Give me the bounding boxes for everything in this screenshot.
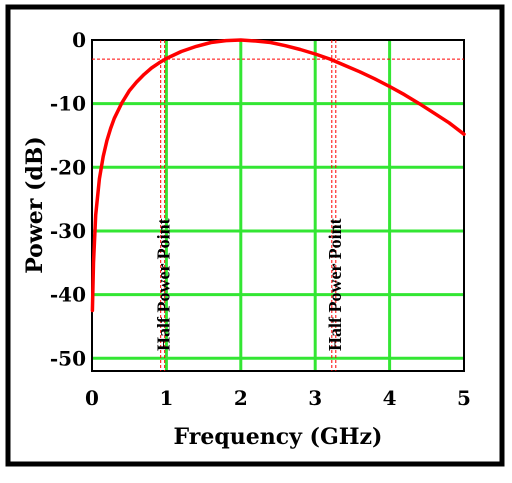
x-tick-label: 1 [159, 386, 173, 410]
x-axis-title: Frequency (GHz) [174, 424, 383, 450]
x-tick-label: 3 [308, 386, 322, 410]
half-power-label: Half Power Point [154, 218, 174, 351]
y-tick-label: 0 [72, 28, 86, 52]
x-tick-label: 5 [457, 386, 471, 410]
plot-layer: Half Power Point Half Power Point 0 1 2 3 4 5 0 -… [50, 28, 471, 410]
x-tick-label: 2 [234, 386, 248, 410]
half-power-label: Half Power Point [325, 218, 345, 351]
x-tick-label: 0 [85, 386, 99, 410]
y-tick-label: -30 [50, 219, 86, 243]
x-tick-label: 4 [383, 386, 397, 410]
y-tick-label: -50 [50, 346, 86, 370]
y-axis-title: Power (dB) [22, 136, 48, 274]
y-tick-label: -40 [50, 283, 86, 307]
plot-area [91, 39, 465, 372]
y-tick-label: -10 [50, 92, 86, 116]
series-line [90, 38, 466, 313]
y-tick-label: -20 [50, 155, 86, 179]
